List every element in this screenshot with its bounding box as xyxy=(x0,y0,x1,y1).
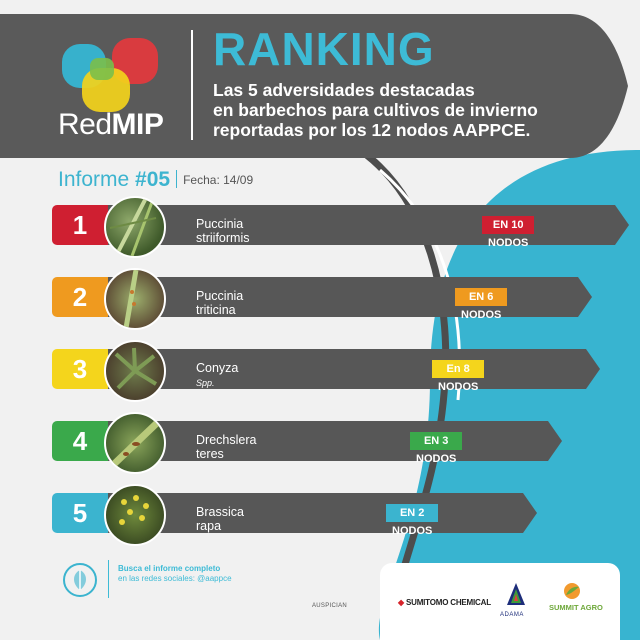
ranking-bar-tip xyxy=(615,205,629,245)
summit-agro-logo-icon xyxy=(564,583,580,599)
page-subtitle: Las 5 adversidades destacadas en barbech… xyxy=(213,80,593,140)
adversity-qualifier: Spp. xyxy=(196,378,215,388)
adversity-name: Puccinia striiformis xyxy=(196,217,249,245)
rank-number: 1 xyxy=(52,205,108,245)
sponsor-adama: ADAMA xyxy=(500,612,524,618)
rank-number: 2 xyxy=(52,277,108,317)
adversity-name-text: Conyza xyxy=(196,361,239,375)
nodes-badge: EN 3 NODOS xyxy=(410,432,463,465)
weed-rosette-photo-icon xyxy=(104,340,166,402)
rank-number: 4 xyxy=(52,421,108,461)
footer-cta-text: en las redes sociales: @aappce xyxy=(118,574,232,583)
wheat-leaf-photo-icon xyxy=(104,268,166,330)
adversity-name: Brassica rapa xyxy=(196,505,244,533)
ranking-bar-tip xyxy=(586,349,600,389)
footer-cta-bold: Busca el informe completo xyxy=(118,564,221,573)
page-title: RANKING xyxy=(213,23,435,75)
subtitle-line: en barbechos para cultivos de invierno xyxy=(213,100,538,120)
adversity-name-text: Brassica rapa xyxy=(196,505,244,533)
barley-leaf-photo-icon xyxy=(104,412,166,474)
report-number: #05 xyxy=(135,168,171,191)
report-label: Informe xyxy=(58,168,130,191)
sponsors-label: AUSPICIAN xyxy=(312,603,348,609)
report-date: Fecha: 14/09 xyxy=(183,173,254,187)
rank-number: 3 xyxy=(52,349,108,389)
sponsor-summit-agro: SUMMIT AGRO xyxy=(549,603,603,612)
brand-prefix: Red xyxy=(58,108,112,141)
footer-divider xyxy=(108,560,109,598)
adversity-name-text: Puccinia striiformis xyxy=(196,217,250,245)
ranking-bar xyxy=(108,421,548,461)
ranking-bar xyxy=(108,277,578,317)
sponsor-sumitomo: ◆ SUMITOMO CHEMICAL xyxy=(398,598,491,607)
ranking-bar xyxy=(108,205,615,245)
report-heading: Informe #05 Fecha: 14/09 xyxy=(58,168,253,192)
redmip-logo-icon xyxy=(62,38,158,112)
nodes-badge: EN 10 NODOS xyxy=(482,216,535,249)
ranking-bar xyxy=(108,349,586,389)
wheat-leaf-photo-icon xyxy=(104,196,166,258)
adversity-name-text: Drechslera teres xyxy=(196,433,257,461)
ranking-bar-tip xyxy=(523,493,537,533)
nodes-badge: EN 2 NODOS xyxy=(386,504,439,537)
brand-suffix: MIP xyxy=(111,108,164,141)
header-divider xyxy=(191,30,193,140)
report-separator xyxy=(176,170,178,188)
subtitle-line: reportadas por los 12 nodos AAPPCE. xyxy=(213,120,531,140)
ranking-bar-tip xyxy=(578,277,592,317)
nodes-badge: EN 6 NODOS xyxy=(455,288,508,321)
rank-number: 5 xyxy=(52,493,108,533)
adversity-name: Puccinia triticina xyxy=(196,289,243,317)
ranking-bar xyxy=(108,493,523,533)
header-banner xyxy=(0,14,628,158)
subtitle-line: Las 5 adversidades destacadas xyxy=(213,80,475,100)
adversity-name: Drechslera teres xyxy=(196,433,256,461)
nodes-badge: En 8 NODOS xyxy=(432,360,485,393)
brand-wordmark: RedMIP xyxy=(58,108,164,142)
sponsors-panel xyxy=(380,563,620,640)
sponsor-sumitomo-name: SUMITOMO CHEMICAL xyxy=(405,598,491,607)
adversity-name-text: Puccinia triticina xyxy=(196,289,244,317)
adversity-name: Conyza Spp. xyxy=(196,361,238,389)
footer-cta: Busca el informe completo en las redes s… xyxy=(118,564,232,584)
aappce-logo-icon xyxy=(63,563,97,597)
sumitomo-mark-icon: ◆ xyxy=(398,598,404,607)
adama-logo-icon xyxy=(507,583,525,605)
flowering-weed-photo-icon xyxy=(104,484,166,546)
ranking-bar-tip xyxy=(548,421,562,461)
